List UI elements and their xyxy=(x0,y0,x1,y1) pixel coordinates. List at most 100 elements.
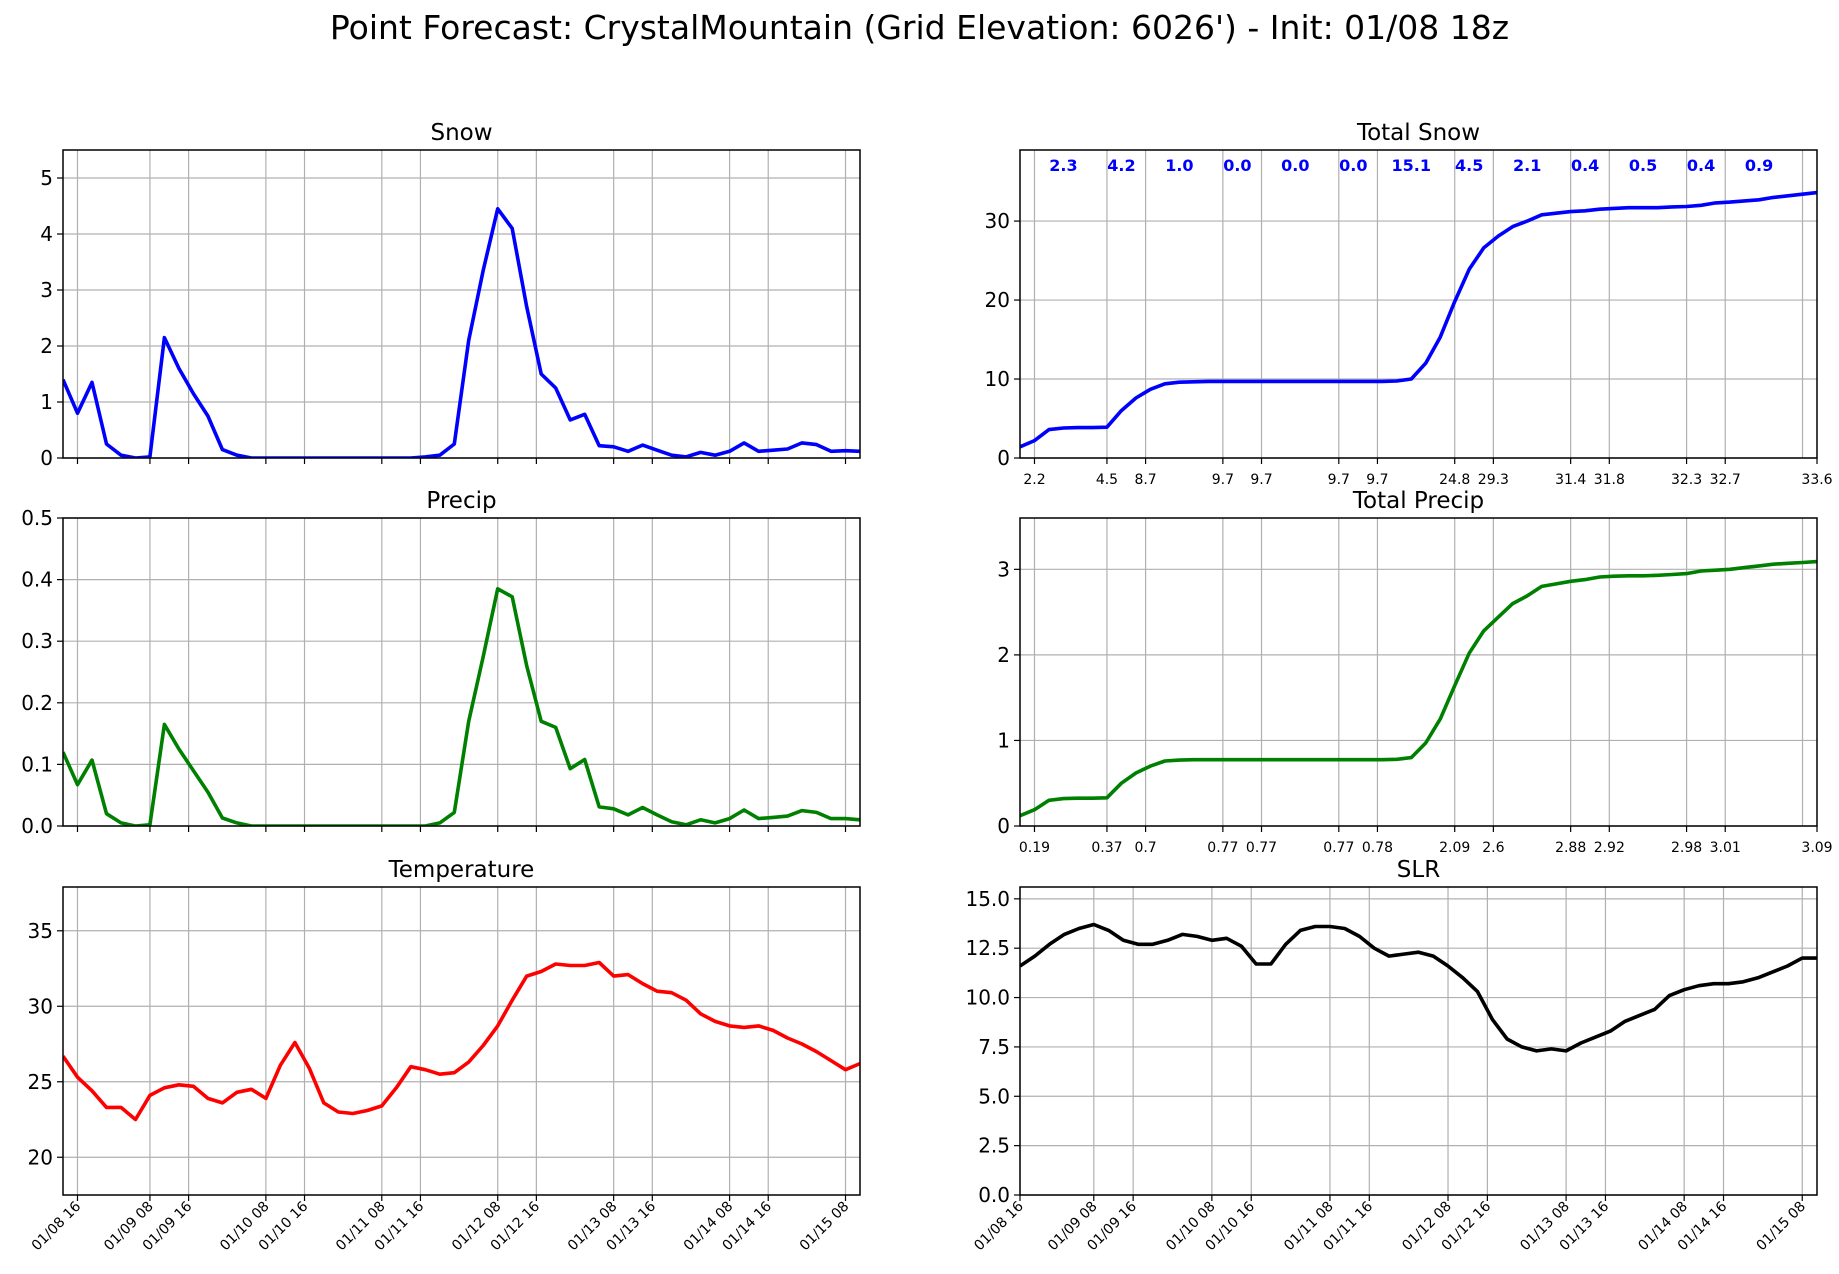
total-precip-panel: Total Precip 0 1 2 3 0.19 0.37 0.7 0.77 0.77 0.77 0… xyxy=(997,488,1832,856)
cumulative-label: 32.3 xyxy=(1671,472,1702,488)
grid-lines xyxy=(63,887,860,1195)
cumulative-label: 8.7 xyxy=(1134,472,1156,488)
y-tick-label: 0.5 xyxy=(21,506,53,530)
cumulative-label: 2.92 xyxy=(1594,840,1625,856)
axes-frame xyxy=(1019,517,1818,827)
cumulative-label: 9.7 xyxy=(1328,472,1350,488)
cumulative-label: 29.3 xyxy=(1478,472,1509,488)
y-tick-label: 30 xyxy=(28,994,53,1018)
panel-title: Snow xyxy=(430,120,492,146)
cumulative-label: 0.77 xyxy=(1323,840,1354,856)
y-tick-label: 20 xyxy=(985,288,1010,312)
axes-frame xyxy=(62,149,861,459)
y-tick-label: 1 xyxy=(997,728,1010,752)
interval-total-label: 2.3 xyxy=(1049,156,1077,175)
axes-frame xyxy=(62,517,861,827)
cumulative-label: 2.2 xyxy=(1023,472,1045,488)
interval-total-label: 0.4 xyxy=(1571,156,1599,175)
total-snow-panel: Total Snow 0 10 20 30 2.2 4.5 8.7 9.7 9.7 9.7 9.7 24… xyxy=(985,120,1833,488)
interval-total-label: 4.5 xyxy=(1455,156,1483,175)
series-line xyxy=(1020,190,1817,449)
y-tick-label: 10.0 xyxy=(965,986,1010,1010)
interval-total-label: 0.9 xyxy=(1745,156,1773,175)
series-line xyxy=(63,960,860,1122)
cumulative-label: 24.8 xyxy=(1439,472,1470,488)
y-tick-label: 0 xyxy=(997,446,1010,470)
interval-total-label: 0.0 xyxy=(1223,156,1251,175)
y-tick-label: 2 xyxy=(997,643,1010,667)
cumulative-label: 0.7 xyxy=(1134,840,1156,856)
cumulative-label: 31.8 xyxy=(1594,472,1625,488)
cumulative-label: 32.7 xyxy=(1710,472,1741,488)
interval-total-label: 0.0 xyxy=(1339,156,1367,175)
y-tick-label: 3 xyxy=(997,557,1010,581)
cumulative-label: 33.6 xyxy=(1801,472,1832,488)
series-line xyxy=(63,586,860,826)
y-tick-label: 3 xyxy=(40,278,53,302)
cumulative-label: 9.7 xyxy=(1366,472,1388,488)
y-tick-label: 2 xyxy=(40,334,53,358)
y-tick-label: 0.3 xyxy=(21,629,53,653)
y-tick-label: 5.0 xyxy=(978,1084,1010,1108)
grid-lines xyxy=(1020,150,1817,459)
grid-lines xyxy=(63,150,860,459)
y-tick-label: 0.0 xyxy=(978,1183,1010,1207)
y-tick-label: 12.5 xyxy=(965,936,1010,960)
y-tick-label: 10 xyxy=(985,367,1010,391)
interval-total-label: 15.1 xyxy=(1392,156,1431,175)
y-tick-label: 35 xyxy=(28,919,53,943)
grid-lines xyxy=(1019,887,1817,1196)
y-tick-label: 20 xyxy=(28,1145,53,1169)
y-tick-label: 0.4 xyxy=(21,568,53,592)
y-tick-label: 30 xyxy=(985,209,1010,233)
figure-title: Point Forecast: CrystalMountain (Grid El… xyxy=(329,8,1510,47)
snow-panel: Snow 0 1 2 3 4 5 xyxy=(40,120,861,470)
cumulative-label: 2.09 xyxy=(1439,840,1470,856)
panel-title: Temperature xyxy=(388,857,535,883)
series-line xyxy=(1020,559,1817,818)
y-tick-label: 25 xyxy=(28,1070,53,1094)
interval-total-label: 4.2 xyxy=(1107,156,1135,175)
cumulative-label: 2.88 xyxy=(1555,840,1586,856)
y-tick-label: 0.0 xyxy=(21,814,53,838)
panel-title: Total Snow xyxy=(1356,120,1480,146)
interval-total-label: 2.1 xyxy=(1513,156,1541,175)
y-tick-label: 5 xyxy=(40,166,53,190)
series-line xyxy=(63,207,860,458)
grid-lines xyxy=(63,517,860,827)
x-tick-label: 01/15 08 xyxy=(1753,1199,1809,1255)
interval-total-label: 0.4 xyxy=(1687,156,1715,175)
y-tick-label: 0 xyxy=(997,814,1010,838)
cumulative-label: 0.77 xyxy=(1246,840,1277,856)
y-tick-label: 0 xyxy=(40,446,53,470)
cumulative-label: 2.6 xyxy=(1482,840,1504,856)
interval-total-label: 0.0 xyxy=(1281,156,1309,175)
cumulative-label: 9.7 xyxy=(1250,472,1272,488)
interval-total-label: 0.5 xyxy=(1629,156,1657,175)
cumulative-label: 0.77 xyxy=(1207,840,1238,856)
cumulative-label: 0.19 xyxy=(1019,840,1050,856)
cumulative-label: 3.01 xyxy=(1710,840,1741,856)
grid-lines xyxy=(1020,518,1817,827)
cumulative-label: 3.09 xyxy=(1801,840,1832,856)
y-tick-label: 0.2 xyxy=(21,691,53,715)
y-tick-label: 2.5 xyxy=(978,1134,1010,1158)
cumulative-label: 4.5 xyxy=(1096,472,1118,488)
y-tick-label: 0.1 xyxy=(21,752,53,776)
panel-title: SLR xyxy=(1397,857,1440,883)
y-tick-label: 4 xyxy=(40,222,53,246)
interval-total-label: 1.0 xyxy=(1165,156,1193,175)
series-line xyxy=(1020,922,1817,1053)
cumulative-label: 31.4 xyxy=(1555,472,1586,488)
x-tick-label: 01/08 16 xyxy=(29,1198,85,1254)
y-tick-label: 7.5 xyxy=(978,1035,1010,1059)
panel-title: Total Precip xyxy=(1352,488,1484,514)
axes-frame xyxy=(1019,886,1818,1196)
y-tick-label: 15.0 xyxy=(965,887,1010,911)
y-tick-label: 1 xyxy=(40,390,53,414)
x-tick-label: 01/15 08 xyxy=(797,1199,853,1255)
cumulative-label: 0.37 xyxy=(1091,840,1122,856)
